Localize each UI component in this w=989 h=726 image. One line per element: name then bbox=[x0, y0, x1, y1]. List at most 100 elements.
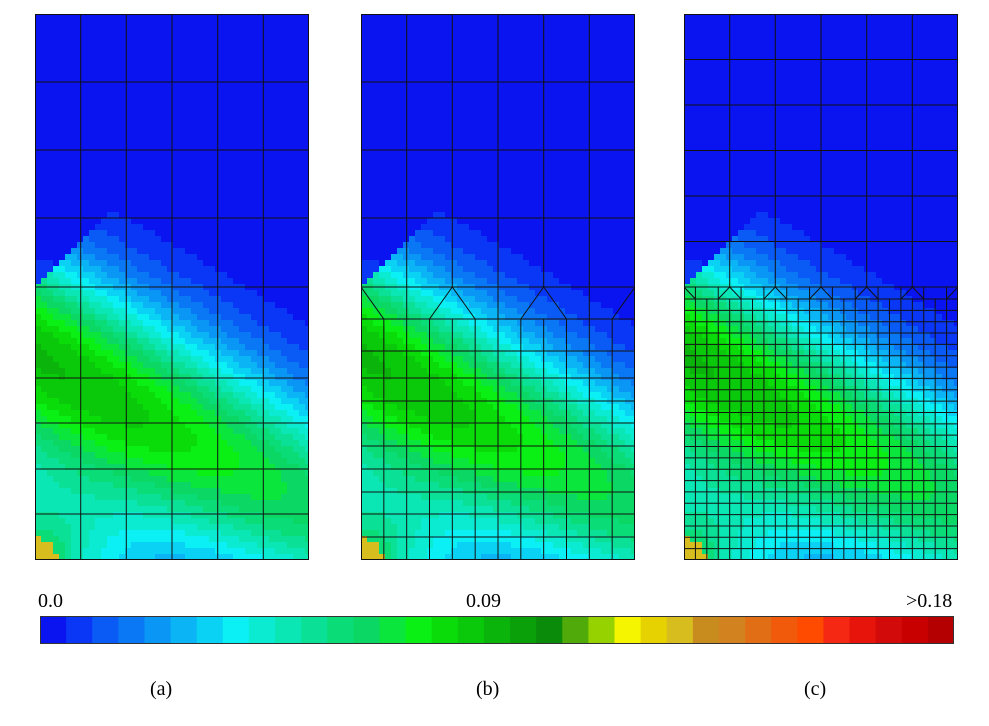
contour-cell bbox=[179, 44, 186, 51]
contour-cell bbox=[583, 98, 590, 105]
contour-cell bbox=[463, 20, 470, 27]
contour-cell bbox=[469, 44, 476, 51]
contour-cell bbox=[203, 92, 210, 99]
contour-cell bbox=[155, 122, 162, 129]
contour-cell bbox=[439, 80, 446, 87]
contour-cell bbox=[203, 326, 210, 333]
contour-cell bbox=[209, 206, 216, 213]
contour-cell bbox=[239, 530, 246, 537]
contour-cell bbox=[41, 230, 48, 237]
contour-cell bbox=[113, 50, 120, 57]
contour-cell bbox=[233, 314, 240, 321]
contour-cell bbox=[197, 278, 204, 285]
contour-cell bbox=[239, 488, 246, 495]
contour-cell bbox=[35, 164, 42, 171]
contour-cell bbox=[101, 392, 108, 399]
contour-cell bbox=[95, 482, 102, 489]
contour-cell bbox=[373, 98, 380, 105]
contour-cell bbox=[155, 296, 162, 303]
contour-cell bbox=[239, 44, 246, 51]
contour-cell bbox=[41, 188, 48, 195]
contour-cell bbox=[583, 38, 590, 45]
contour-cell bbox=[47, 464, 54, 471]
contour-cell bbox=[299, 464, 306, 471]
contour-cell bbox=[131, 128, 138, 135]
contour-cell bbox=[197, 32, 204, 39]
contour-cell bbox=[251, 464, 258, 471]
contour-cell bbox=[227, 230, 234, 237]
contour-cell bbox=[125, 554, 132, 561]
contour-cell bbox=[35, 548, 42, 555]
contour-cell bbox=[535, 20, 542, 27]
contour-cell bbox=[293, 278, 300, 285]
contour-cell bbox=[41, 224, 48, 231]
contour-cell bbox=[35, 254, 42, 261]
contour-cell bbox=[571, 104, 578, 111]
contour-cell bbox=[221, 230, 228, 237]
contour-cell bbox=[137, 488, 144, 495]
contour-cell bbox=[179, 434, 186, 441]
contour-cell bbox=[209, 554, 216, 561]
contour-cell bbox=[439, 14, 446, 21]
contour-cell bbox=[571, 68, 578, 75]
contour-cell bbox=[89, 278, 96, 285]
contour-cell bbox=[257, 488, 264, 495]
contour-cell bbox=[179, 152, 186, 159]
contour-cell bbox=[373, 68, 380, 75]
contour-cell bbox=[47, 68, 54, 75]
contour-cell bbox=[179, 440, 186, 447]
contour-cell bbox=[125, 32, 132, 39]
contour-cell bbox=[143, 548, 150, 555]
contour-cell bbox=[287, 188, 294, 195]
contour-cell bbox=[287, 536, 294, 543]
contour-cell bbox=[299, 158, 306, 165]
contour-cell bbox=[227, 374, 234, 381]
contour-cell bbox=[299, 410, 306, 417]
contour-cell bbox=[59, 266, 66, 273]
contour-cell bbox=[35, 386, 42, 393]
contour-cell bbox=[47, 272, 54, 279]
contour-cell bbox=[287, 194, 294, 201]
contour-cell bbox=[281, 14, 288, 21]
contour-cell bbox=[161, 62, 168, 69]
contour-cell bbox=[239, 500, 246, 507]
contour-cell bbox=[167, 404, 174, 411]
contour-cell bbox=[433, 98, 440, 105]
contour-cell bbox=[47, 446, 54, 453]
contour-cell bbox=[149, 56, 156, 63]
contour-cell bbox=[529, 38, 536, 45]
contour-cell bbox=[385, 44, 392, 51]
contour-cell bbox=[65, 176, 72, 183]
contour-cell bbox=[155, 380, 162, 387]
contour-cell bbox=[95, 122, 102, 129]
contour-cell bbox=[59, 530, 66, 537]
contour-cell bbox=[125, 482, 132, 489]
contour-cell bbox=[275, 218, 282, 225]
contour-cell bbox=[439, 32, 446, 39]
contour-cell bbox=[287, 326, 294, 333]
contour-cell bbox=[245, 254, 252, 261]
contour-cell bbox=[89, 110, 96, 117]
contour-cell bbox=[89, 404, 96, 411]
contour-cell bbox=[203, 374, 210, 381]
contour-cell bbox=[239, 518, 246, 525]
contour-cell bbox=[119, 68, 126, 75]
contour-cell bbox=[559, 62, 566, 69]
contour-cell bbox=[83, 74, 90, 81]
contour-cell bbox=[125, 524, 132, 531]
contour-cell bbox=[553, 14, 560, 21]
contour-cell bbox=[233, 272, 240, 279]
contour-cell bbox=[71, 404, 78, 411]
contour-cell bbox=[83, 374, 90, 381]
contour-cell bbox=[131, 296, 138, 303]
contour-cell bbox=[107, 542, 114, 549]
contour-cell bbox=[607, 74, 614, 81]
contour-cell bbox=[203, 368, 210, 375]
contour-cell bbox=[179, 260, 186, 267]
contour-cell bbox=[185, 326, 192, 333]
contour-cell bbox=[83, 410, 90, 417]
contour-cell bbox=[373, 74, 380, 81]
contour-cell bbox=[89, 122, 96, 129]
contour-cell bbox=[65, 512, 72, 519]
contour-cell bbox=[233, 200, 240, 207]
